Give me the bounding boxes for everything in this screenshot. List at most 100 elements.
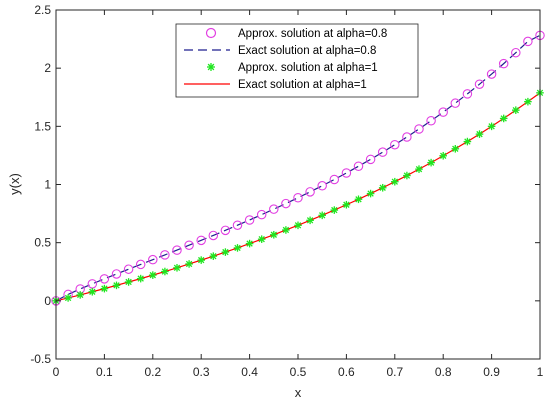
data-point-approx-alpha-1	[209, 252, 218, 260]
legend: Approx. solution at alpha=0.8 Exact solu…	[175, 23, 419, 98]
x-tick-label: 0.4	[241, 365, 258, 379]
x-tick-label: 0.1	[96, 365, 113, 379]
data-point-approx-alpha-1	[270, 230, 278, 239]
data-point-approx-alpha-1	[330, 206, 339, 214]
legend-label-approx-1: Approx. solution at alpha=1	[238, 62, 378, 74]
data-point-approx-alpha-0.8	[329, 174, 340, 185]
data-point-approx-alpha-0.8	[269, 204, 279, 214]
data-point-approx-alpha-0.8	[256, 209, 267, 220]
data-point-approx-alpha-1	[136, 274, 145, 283]
legend-entry-exact-08: Exact solution at alpha=0.8	[184, 45, 376, 57]
data-point-approx-alpha-1	[282, 226, 290, 234]
data-point-approx-alpha-0.8	[196, 235, 206, 246]
data-point-approx-alpha-1	[366, 189, 375, 198]
x-tick-label: 0.9	[483, 365, 500, 379]
y-tick-label: 1.5	[34, 119, 51, 133]
y-tick-label: 0.5	[34, 236, 51, 250]
data-point-approx-alpha-1	[112, 281, 121, 290]
legend-entry-approx-1: Approx. solution at alpha=1	[207, 62, 378, 74]
data-point-approx-alpha-1	[463, 137, 472, 146]
data-series-group	[51, 30, 545, 306]
legend-asterisk-shape	[207, 63, 215, 71]
data-point-approx-alpha-0.8	[462, 89, 473, 99]
data-point-approx-alpha-0.8	[498, 58, 509, 69]
data-point-approx-alpha-0.8	[99, 274, 110, 284]
data-point-approx-alpha-0.8	[390, 139, 400, 150]
data-point-approx-alpha-1	[245, 239, 254, 248]
data-point-approx-alpha-1	[221, 248, 230, 256]
data-point-approx-alpha-0.8	[281, 198, 291, 209]
y-tick-label: 1	[44, 178, 51, 192]
data-point-approx-alpha-0.8	[123, 264, 134, 274]
x-tick-label: 0.8	[435, 365, 452, 379]
y-tick-label: -0.5	[30, 352, 51, 366]
data-point-approx-alpha-0.8	[402, 132, 412, 142]
legend-entry-exact-1: Exact solution at alpha=1	[184, 79, 367, 91]
legend-circle-marker-icon	[205, 27, 217, 39]
data-point-approx-alpha-0.8	[414, 124, 424, 134]
data-point-approx-alpha-0.8	[172, 245, 182, 255]
data-point-approx-alpha-0.8	[341, 168, 352, 178]
data-point-approx-alpha-1	[76, 291, 84, 299]
data-point-approx-alpha-1	[512, 106, 520, 114]
data-point-approx-alpha-1	[197, 256, 205, 264]
x-tick-label: 1	[537, 365, 544, 379]
data-point-approx-alpha-1	[318, 211, 326, 220]
data-point-approx-alpha-1	[233, 244, 242, 252]
data-point-approx-alpha-0.8	[160, 250, 170, 260]
data-point-approx-alpha-0.8	[305, 187, 315, 197]
data-point-approx-alpha-1	[342, 200, 351, 209]
data-point-approx-alpha-0.8	[232, 220, 243, 230]
axis-ticks-group: 0 0.1 0.2 0.3 0.4 0.5 0.6 0.7 0.8 0.9 1-0.500.511.…	[30, 3, 543, 379]
legend-entry-approx-08: Approx. solution at alpha=0.8	[205, 27, 387, 40]
data-point-approx-alpha-0.8	[244, 215, 255, 225]
data-point-approx-alpha-0.8	[184, 240, 194, 250]
data-point-approx-alpha-0.8	[511, 47, 521, 58]
data-point-approx-alpha-1	[294, 221, 302, 230]
data-point-approx-alpha-1	[354, 195, 363, 204]
data-point-approx-alpha-1	[499, 114, 508, 123]
data-point-approx-alpha-1	[391, 177, 399, 186]
y-tick-label: 2.5	[34, 3, 51, 17]
x-axis-label: x	[295, 385, 302, 400]
data-point-approx-alpha-1	[88, 287, 97, 296]
data-point-approx-alpha-1	[451, 144, 460, 153]
data-point-approx-alpha-1	[64, 294, 72, 302]
data-point-approx-alpha-1	[306, 216, 314, 225]
data-point-approx-alpha-1	[487, 122, 496, 131]
data-point-approx-alpha-0.8	[523, 36, 533, 47]
y-tick-label: 2	[44, 61, 51, 75]
legend-label-exact-1: Exact solution at alpha=1	[238, 79, 367, 91]
data-point-approx-alpha-1	[100, 284, 109, 293]
data-point-approx-alpha-1	[403, 171, 411, 180]
data-point-approx-alpha-1	[185, 260, 193, 268]
data-point-approx-alpha-1	[124, 278, 133, 286]
data-point-approx-alpha-1	[475, 130, 484, 138]
x-tick-label: 0.6	[338, 365, 355, 379]
legend-label-exact-08: Exact solution at alpha=0.8	[238, 45, 376, 57]
data-point-approx-alpha-1	[427, 158, 435, 167]
legend-label-approx-08: Approx. solution at alpha=0.8	[238, 28, 387, 40]
data-point-approx-alpha-0.8	[111, 269, 122, 279]
data-point-approx-alpha-0.8	[426, 115, 436, 126]
data-point-approx-alpha-0.8	[148, 254, 158, 265]
x-tick-label: 0	[53, 365, 60, 379]
data-point-approx-alpha-0.8	[486, 69, 497, 79]
data-point-approx-alpha-0.8	[353, 161, 364, 171]
data-point-approx-alpha-0.8	[365, 154, 376, 165]
legend-asterisk-marker-icon	[207, 63, 215, 71]
legend-box	[175, 23, 419, 98]
data-point-approx-alpha-1	[439, 151, 447, 160]
data-point-approx-alpha-1	[257, 235, 266, 243]
data-point-approx-alpha-1	[524, 97, 532, 106]
data-point-approx-alpha-0.8	[438, 107, 448, 117]
data-point-approx-alpha-1	[378, 183, 387, 192]
y-tick-label: 0	[44, 294, 51, 308]
y-axis-label: y(x)	[7, 173, 22, 195]
data-point-approx-alpha-0.8	[293, 193, 303, 203]
data-point-approx-alpha-1	[161, 267, 169, 276]
x-tick-label: 0.7	[386, 365, 403, 379]
data-point-approx-alpha-1	[149, 271, 157, 279]
